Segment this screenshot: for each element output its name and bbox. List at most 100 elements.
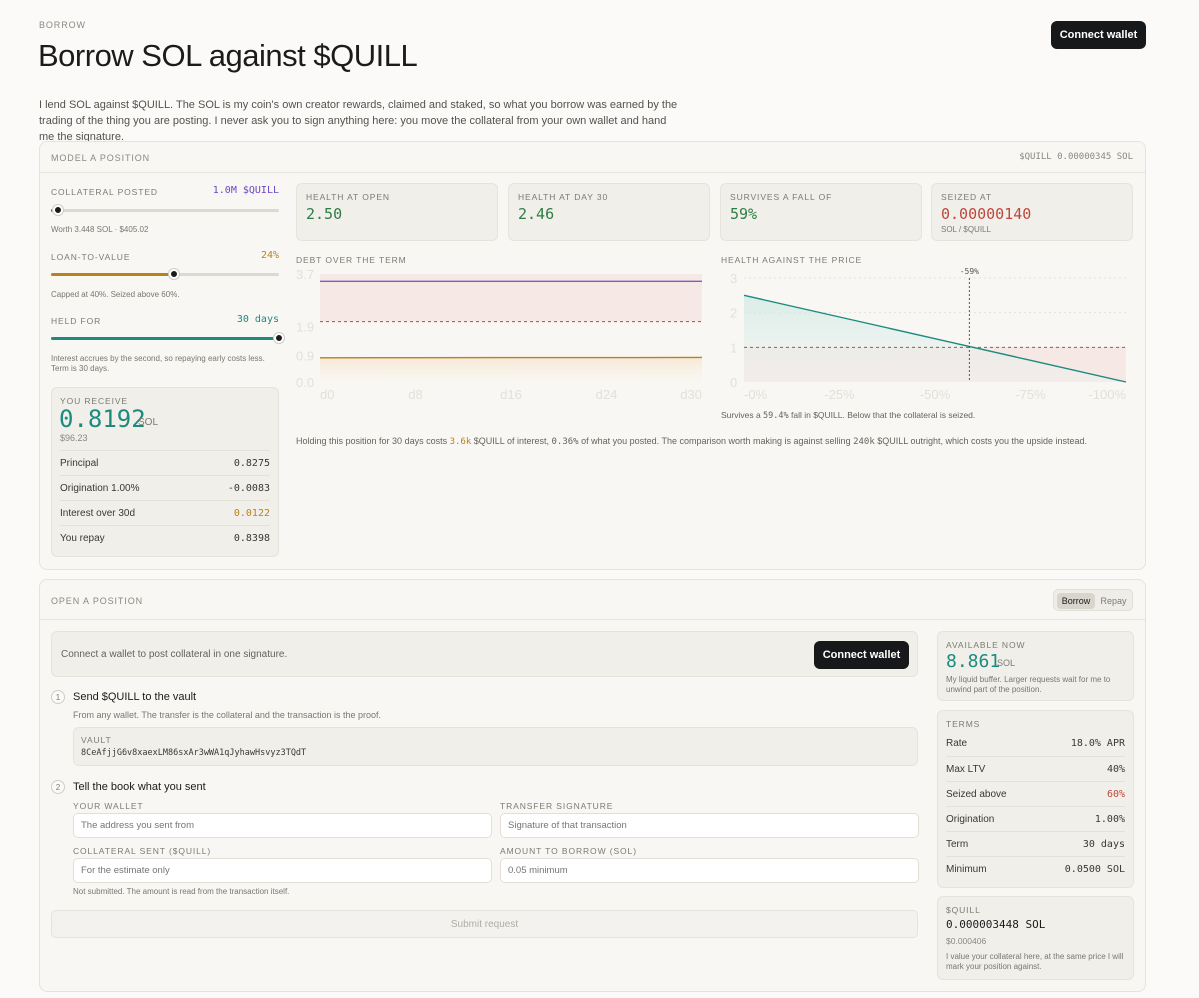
note-text: Holding this position for 30 days costs (296, 436, 450, 446)
connect-prompt: Connect a wallet to post collateral in o… (51, 631, 918, 677)
y-tick-label: 2 (730, 306, 737, 321)
x-tick-label: d30 (680, 387, 702, 402)
available-panel: AVAILABLE NOW 8.861 SOL My liquid buffer… (937, 631, 1134, 701)
model-heading: MODEL A POSITION (51, 153, 151, 163)
receive-row-value: -0.0083 (227, 482, 270, 494)
ltv-value: 24% (260, 250, 279, 261)
health-chart-title: HEALTH AGAINST THE PRICE (721, 255, 863, 265)
receive-row-value: 0.8398 (233, 532, 270, 544)
intro-text: I lend SOL against $QUILL. The SOL is my… (39, 99, 678, 143)
collateral-sent-input[interactable] (73, 858, 492, 883)
x-tick-label: -50% (920, 387, 951, 402)
terms-row-label: Seized above (946, 788, 1007, 800)
terms-row: Seized above 60% (946, 781, 1125, 806)
receive-amount: 0.8192 (59, 405, 146, 433)
stat-value: 2.46 (518, 205, 555, 223)
model-card-header: MODEL A POSITION $QUILL 0.00000345 SOL (40, 142, 1145, 173)
receive-label: YOU RECEIVE (60, 396, 128, 406)
receive-row: You repay 0.8398 (60, 525, 270, 550)
wallet-label: YOUR WALLET (73, 801, 144, 811)
held-note: Interest accrues by the second, so repay… (51, 354, 265, 373)
collateral-value: 1.0M $QUILL (212, 185, 279, 196)
receive-row-label: Origination 1.00% (60, 482, 140, 494)
signature-input[interactable] (500, 813, 919, 838)
y-tick-label: 3 (730, 271, 737, 286)
connect-wallet-button[interactable]: Connect wallet (1051, 21, 1146, 49)
stat-sub: SOL / $QUILL (941, 225, 991, 234)
connect-wallet-button-2[interactable]: Connect wallet (814, 641, 909, 669)
borrow-amount-input[interactable] (500, 858, 919, 883)
receive-unit: SOL (138, 417, 159, 428)
note-text: $QUILL of interest, (471, 436, 552, 446)
held-slider-handle[interactable] (274, 333, 284, 343)
terms-row-value: 60% (1106, 788, 1125, 800)
receive-row: Origination 1.00% -0.0083 (60, 475, 270, 500)
terms-row: Max LTV 40% (946, 756, 1125, 781)
vault-box: VAULT 8CeAfjjG6v8xaexLM86sxAr3wWA1qJyhaw… (73, 727, 918, 766)
terms-row-label: Term (946, 838, 969, 850)
quill-price: $QUILL 0.00000345 SOL (1019, 152, 1133, 162)
stat-seized-at: SEIZED AT 0.00000140 SOL / $QUILL (931, 183, 1133, 241)
x-tick-label: -75% (1015, 387, 1046, 402)
held-value: 30 days (236, 314, 279, 325)
health-chart-caption: Survives a 59.4% fall in $QUILL. Below t… (721, 410, 975, 421)
connect-message: Connect a wallet to post collateral in o… (61, 649, 288, 660)
x-tick-label: d24 (596, 387, 618, 402)
available-value: 8.861 (946, 651, 1001, 672)
quill-label: $QUILL (946, 905, 981, 915)
step-number: 1 (51, 690, 65, 704)
terms-row-value: 0.0500 SOL (1064, 863, 1125, 875)
ltv-note: Capped at 40%. Seized above 60%. (51, 290, 180, 299)
y-tick-label: 0 (730, 375, 737, 390)
ltv-slider-handle[interactable] (169, 269, 180, 279)
open-position-card: OPEN A POSITION Borrow Repay Connect a w… (39, 579, 1146, 992)
note-pct: 0.36% (551, 437, 579, 447)
caption-post: fall in $QUILL. Below that the collatera… (788, 410, 976, 420)
wallet-input[interactable] (73, 813, 492, 838)
stat-label: SEIZED AT (941, 192, 992, 202)
receive-usd: $96.23 (60, 433, 88, 443)
stat-value: 59% (730, 205, 758, 223)
receive-row-value: 0.8275 (233, 457, 270, 469)
collateral-slider[interactable] (51, 205, 279, 215)
x-tick-label: -0% (744, 387, 768, 402)
debt-chart-title: DEBT OVER THE TERM (296, 255, 407, 265)
debt-chart: 3.7 1.9 0.9 0.0 d0 d8 d16 d24 d30 (296, 267, 703, 402)
submit-request-button[interactable]: Submit request (51, 910, 918, 938)
terms-row: Origination 1.00% (946, 806, 1125, 831)
stat-label: SURVIVES A FALL OF (730, 192, 833, 202)
terms-row-value: 30 days (1082, 838, 1125, 850)
tab-borrow[interactable]: Borrow (1057, 593, 1095, 609)
stat-label: HEALTH AT DAY 30 (518, 192, 609, 202)
step-title: Send $QUILL to the vault (73, 691, 197, 703)
quill-value: 0.000003448 SOL (946, 918, 1046, 931)
available-note: My liquid buffer. Larger requests wait f… (946, 675, 1111, 694)
you-receive-panel: YOU RECEIVE 0.8192 SOL $96.23 Principal 0… (51, 387, 279, 557)
ltv-slider[interactable] (51, 269, 279, 279)
terms-row-value: 40% (1106, 763, 1125, 775)
tab-repay[interactable]: Repay (1100, 596, 1127, 606)
stat-survives-fall: SURVIVES A FALL OF 59% (720, 183, 922, 241)
quill-note: I value your collateral here, at the sam… (946, 952, 1124, 971)
note-text: $QUILL outright, which costs you the ups… (874, 436, 1088, 446)
open-card-header: OPEN A POSITION Borrow Repay (40, 580, 1145, 620)
terms-row: Rate 18.0% APR (946, 731, 1125, 756)
held-slider[interactable] (51, 333, 284, 343)
terms-row: Term 30 days (946, 831, 1125, 856)
available-label: AVAILABLE NOW (946, 640, 1026, 650)
terms-row-label: Origination (946, 813, 995, 825)
stat-label: HEALTH AT OPEN (306, 192, 390, 202)
held-slider-fill (51, 337, 279, 340)
quill-usd: $0.000406 (946, 936, 987, 946)
terms-label: TERMS (946, 719, 981, 729)
ltv-label: LOAN-TO-VALUE (51, 252, 131, 262)
collateral-sent-label: COLLATERAL SENT ($QUILL) (73, 846, 212, 856)
note-sell: 240k (853, 437, 875, 447)
terms-row-label: Minimum (946, 863, 987, 875)
submit-note: Not submitted. The amount is read from t… (73, 887, 290, 896)
health-chart: -59% 3 2 1 0 -0% -25% -50% -75% -100% (730, 267, 1126, 402)
caption-value: 59.4% (763, 411, 789, 421)
collateral-slider-handle[interactable] (52, 205, 63, 215)
terms-panel: TERMS Rate 18.0% APR Max LTV 40% Seized ab… (937, 710, 1134, 888)
vault-address[interactable]: 8CeAfjjG6v8xaexLM86sxAr3wWA1qJyhawHsvyz3… (81, 748, 307, 758)
